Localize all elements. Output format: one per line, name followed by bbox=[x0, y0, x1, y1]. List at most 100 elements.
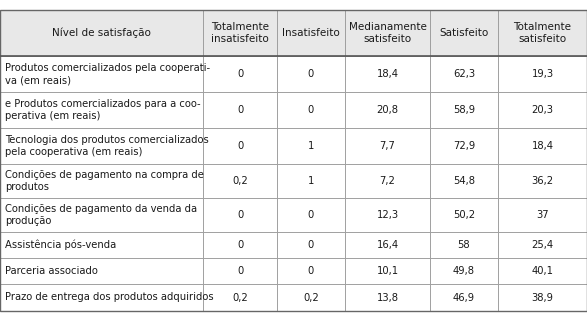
Text: 12,3: 12,3 bbox=[376, 210, 399, 220]
Bar bbox=[430, 164, 498, 198]
Bar bbox=[0, 164, 203, 198]
Bar bbox=[0, 232, 203, 258]
Text: 58: 58 bbox=[458, 240, 470, 250]
Text: 0: 0 bbox=[237, 210, 243, 220]
Text: 20,8: 20,8 bbox=[376, 105, 399, 115]
Text: Assistência pós-venda: Assistência pós-venda bbox=[5, 240, 116, 250]
Bar bbox=[498, 56, 587, 92]
Bar bbox=[277, 258, 345, 284]
Bar bbox=[430, 258, 498, 284]
Text: 0: 0 bbox=[308, 105, 314, 115]
Bar bbox=[345, 56, 430, 92]
Text: 0: 0 bbox=[237, 105, 243, 115]
Text: Totalmente
satisfeito: Totalmente satisfeito bbox=[514, 22, 572, 44]
Bar bbox=[498, 128, 587, 164]
Text: 0,2: 0,2 bbox=[232, 292, 248, 302]
Text: 0,2: 0,2 bbox=[232, 176, 248, 186]
Bar bbox=[203, 232, 277, 258]
Text: 0: 0 bbox=[237, 69, 243, 79]
Text: 1: 1 bbox=[308, 141, 314, 151]
Text: e Produtos comercializados para a coo-
perativa (em reais): e Produtos comercializados para a coo- p… bbox=[5, 99, 201, 121]
Bar bbox=[203, 198, 277, 232]
Text: 0: 0 bbox=[237, 141, 243, 151]
Bar bbox=[277, 92, 345, 128]
Bar bbox=[345, 284, 430, 311]
Text: Parceria associado: Parceria associado bbox=[5, 266, 98, 276]
Bar bbox=[345, 10, 430, 56]
Text: 0: 0 bbox=[308, 69, 314, 79]
Text: Condições de pagamento na compra de
produtos: Condições de pagamento na compra de prod… bbox=[5, 170, 204, 192]
Text: 0: 0 bbox=[237, 240, 243, 250]
Bar bbox=[498, 10, 587, 56]
Text: 37: 37 bbox=[536, 210, 549, 220]
Text: 0: 0 bbox=[308, 266, 314, 276]
Text: Condições de pagamento da venda da
produção: Condições de pagamento da venda da produ… bbox=[5, 204, 197, 226]
Bar bbox=[203, 258, 277, 284]
Text: 13,8: 13,8 bbox=[376, 292, 399, 302]
Bar bbox=[430, 232, 498, 258]
Text: Satisfeito: Satisfeito bbox=[440, 28, 488, 38]
Bar bbox=[0, 56, 203, 92]
Text: 10,1: 10,1 bbox=[376, 266, 399, 276]
Text: 38,9: 38,9 bbox=[531, 292, 554, 302]
Text: 0: 0 bbox=[308, 240, 314, 250]
Text: Medianamente
satisfeito: Medianamente satisfeito bbox=[349, 22, 426, 44]
Bar bbox=[203, 284, 277, 311]
Text: 25,4: 25,4 bbox=[531, 240, 554, 250]
Bar bbox=[430, 56, 498, 92]
Bar bbox=[345, 258, 430, 284]
Bar bbox=[0, 258, 203, 284]
Bar bbox=[430, 128, 498, 164]
Text: 72,9: 72,9 bbox=[453, 141, 475, 151]
Text: 36,2: 36,2 bbox=[531, 176, 554, 186]
Text: Nível de satisfação: Nível de satisfação bbox=[52, 28, 151, 38]
Text: Insatisfeito: Insatisfeito bbox=[282, 28, 340, 38]
Bar bbox=[345, 92, 430, 128]
Bar bbox=[0, 198, 203, 232]
Text: 40,1: 40,1 bbox=[531, 266, 554, 276]
Bar bbox=[277, 164, 345, 198]
Bar bbox=[498, 92, 587, 128]
Bar bbox=[203, 92, 277, 128]
Bar bbox=[430, 92, 498, 128]
Bar bbox=[277, 10, 345, 56]
Bar bbox=[345, 198, 430, 232]
Bar bbox=[345, 164, 430, 198]
Bar bbox=[277, 232, 345, 258]
Bar bbox=[277, 284, 345, 311]
Text: 58,9: 58,9 bbox=[453, 105, 475, 115]
Text: 54,8: 54,8 bbox=[453, 176, 475, 186]
Text: 7,7: 7,7 bbox=[380, 141, 396, 151]
Text: 16,4: 16,4 bbox=[376, 240, 399, 250]
Text: 0,2: 0,2 bbox=[303, 292, 319, 302]
Text: 62,3: 62,3 bbox=[453, 69, 475, 79]
Bar bbox=[0, 284, 203, 311]
Bar bbox=[430, 284, 498, 311]
Bar bbox=[277, 56, 345, 92]
Bar bbox=[498, 284, 587, 311]
Text: 50,2: 50,2 bbox=[453, 210, 475, 220]
Text: Prazo de entrega dos produtos adquiridos: Prazo de entrega dos produtos adquiridos bbox=[5, 292, 214, 302]
Text: 0: 0 bbox=[237, 266, 243, 276]
Bar bbox=[430, 198, 498, 232]
Text: 46,9: 46,9 bbox=[453, 292, 475, 302]
Bar bbox=[498, 198, 587, 232]
Bar bbox=[498, 258, 587, 284]
Bar bbox=[345, 128, 430, 164]
Text: 1: 1 bbox=[308, 176, 314, 186]
Text: 18,4: 18,4 bbox=[376, 69, 399, 79]
Bar bbox=[277, 128, 345, 164]
Text: 49,8: 49,8 bbox=[453, 266, 475, 276]
Bar bbox=[430, 10, 498, 56]
Bar bbox=[0, 10, 203, 56]
Text: 18,4: 18,4 bbox=[531, 141, 554, 151]
Bar bbox=[0, 128, 203, 164]
Bar bbox=[277, 198, 345, 232]
Text: Totalmente
insatisfeito: Totalmente insatisfeito bbox=[211, 22, 269, 44]
Text: 20,3: 20,3 bbox=[531, 105, 554, 115]
Bar bbox=[203, 56, 277, 92]
Text: 0: 0 bbox=[308, 210, 314, 220]
Text: 7,2: 7,2 bbox=[380, 176, 396, 186]
Bar bbox=[203, 164, 277, 198]
Bar bbox=[498, 164, 587, 198]
